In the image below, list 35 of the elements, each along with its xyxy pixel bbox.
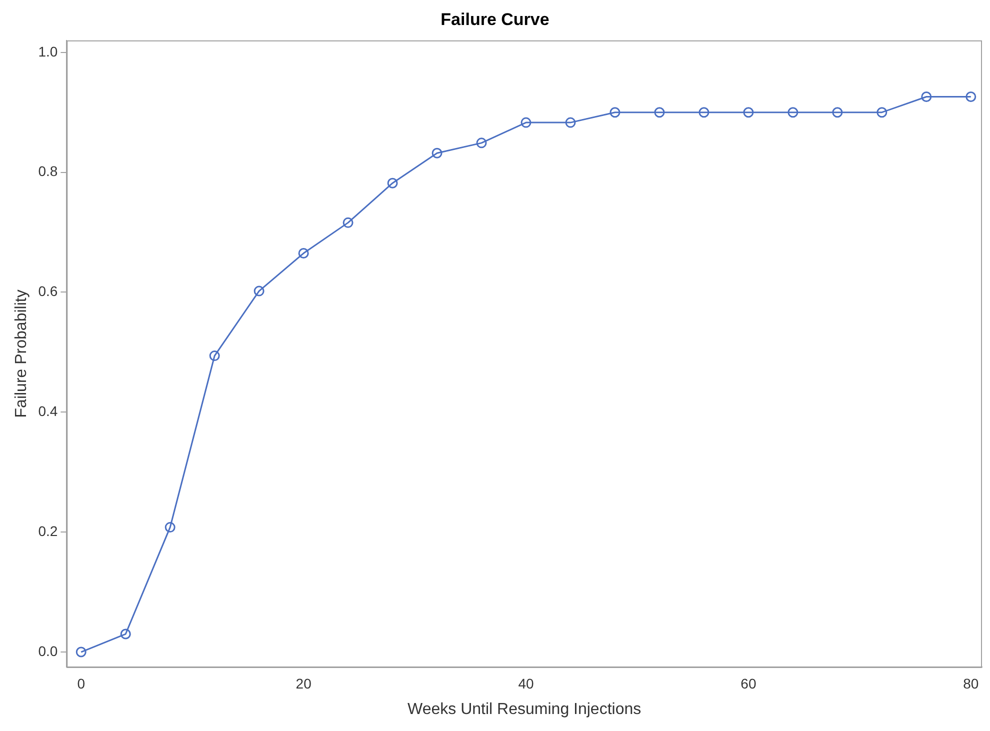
point [387, 178, 398, 188]
y-tick-label: 0.4 [38, 403, 58, 420]
point [164, 522, 176, 533]
point [654, 107, 665, 118]
x-tick-label: 0 [77, 675, 86, 692]
chart-title: Failure Curve [440, 10, 550, 29]
point [209, 350, 220, 362]
y-tick-label: 1.0 [38, 43, 58, 60]
point [966, 92, 976, 102]
point [76, 646, 86, 658]
y-tick-label: 0.2 [38, 522, 58, 539]
y-tick-label: 0.6 [38, 283, 58, 300]
x-tick-label: 80 [963, 675, 979, 692]
point [120, 628, 131, 640]
y-tick-label: 0.8 [38, 163, 58, 180]
point [476, 138, 487, 148]
x-tick-label: 60 [740, 675, 756, 692]
point [565, 117, 576, 128]
point [832, 107, 843, 118]
point [788, 107, 798, 118]
point [298, 248, 309, 259]
point [698, 107, 710, 118]
point [743, 107, 754, 118]
x-axis-title: Weeks Until Resuming Injections [408, 700, 642, 718]
point [520, 117, 532, 128]
point [876, 107, 888, 118]
point [921, 92, 932, 102]
x-tick-label: 40 [518, 675, 534, 692]
y-tick-label: 0.0 [38, 642, 58, 659]
point [610, 107, 620, 118]
point [342, 217, 354, 228]
y-axis-title: Failure Probability [13, 290, 30, 418]
x-tick-label: 20 [296, 675, 312, 692]
point [432, 148, 442, 158]
point [254, 286, 264, 296]
